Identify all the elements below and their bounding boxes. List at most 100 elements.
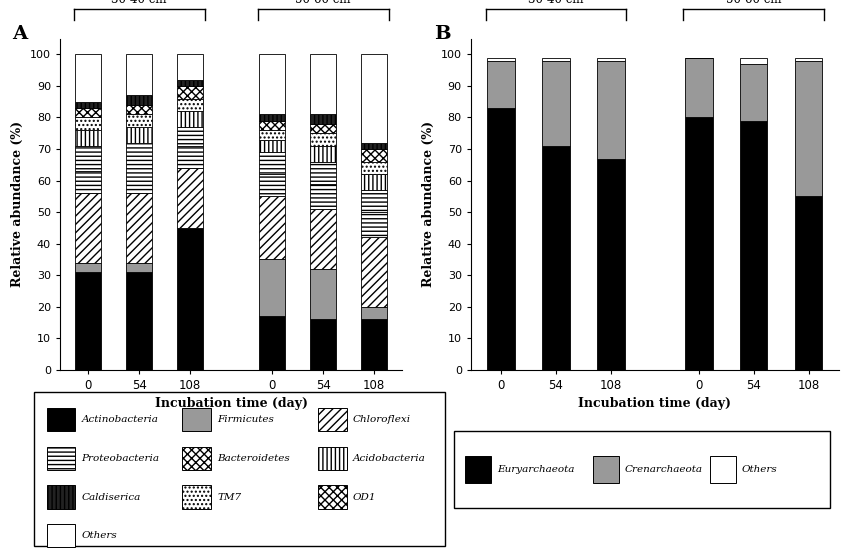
Bar: [311, 184, 336, 209]
Bar: [311, 146, 336, 162]
Text: Others: Others: [81, 531, 117, 540]
Bar: [127, 55, 152, 95]
Bar: [361, 320, 387, 370]
Text: Proteobacteria: Proteobacteria: [81, 454, 159, 463]
Bar: [311, 269, 336, 320]
Bar: [75, 193, 101, 263]
Bar: [361, 212, 387, 237]
Bar: [311, 209, 336, 269]
Bar: [75, 146, 101, 171]
Bar: [597, 158, 625, 370]
X-axis label: Incubation time (day): Incubation time (day): [579, 397, 731, 411]
Bar: [177, 127, 203, 146]
Bar: [177, 228, 203, 370]
Bar: [311, 162, 336, 184]
Bar: [127, 127, 152, 143]
Text: Euryarchaeota: Euryarchaeota: [497, 465, 574, 474]
Text: Chloroflexi: Chloroflexi: [353, 415, 411, 424]
Text: Caldiserica: Caldiserica: [81, 492, 140, 502]
Bar: [361, 190, 387, 212]
Bar: [740, 57, 768, 64]
Bar: [177, 111, 203, 127]
Bar: [177, 55, 203, 79]
Bar: [361, 237, 387, 307]
Bar: [259, 152, 285, 174]
Bar: [487, 61, 514, 108]
Bar: [182, 447, 211, 470]
Bar: [710, 456, 736, 482]
Text: Others: Others: [742, 465, 777, 474]
Bar: [593, 456, 620, 482]
Bar: [127, 272, 152, 370]
Bar: [182, 408, 211, 431]
Bar: [311, 55, 336, 114]
Bar: [75, 171, 101, 193]
Bar: [361, 149, 387, 162]
Bar: [127, 95, 152, 105]
Text: Firmicutes: Firmicutes: [217, 415, 274, 424]
Bar: [127, 193, 152, 263]
Y-axis label: Relative abundance (%): Relative abundance (%): [422, 121, 435, 287]
Bar: [311, 320, 336, 370]
Bar: [46, 524, 75, 547]
Bar: [75, 272, 101, 370]
Bar: [75, 108, 101, 118]
Bar: [75, 130, 101, 146]
Bar: [542, 61, 570, 146]
Text: Acidobacteria: Acidobacteria: [353, 454, 425, 463]
Bar: [487, 57, 514, 61]
Bar: [318, 408, 347, 431]
Bar: [127, 114, 152, 127]
Text: A: A: [12, 25, 27, 44]
Bar: [311, 124, 336, 133]
Bar: [361, 162, 387, 174]
Bar: [361, 307, 387, 320]
Bar: [361, 55, 387, 143]
Bar: [75, 118, 101, 130]
Bar: [259, 121, 285, 130]
Bar: [465, 456, 491, 482]
Bar: [597, 57, 625, 61]
Bar: [127, 168, 152, 193]
Text: 50-60 cm: 50-60 cm: [726, 0, 782, 6]
Text: TM7: TM7: [217, 492, 241, 502]
Bar: [177, 86, 203, 99]
Bar: [259, 130, 285, 140]
Bar: [177, 99, 203, 111]
Text: 30-40 cm: 30-40 cm: [528, 0, 584, 6]
X-axis label: Incubation time (day): Incubation time (day): [155, 397, 307, 411]
Bar: [259, 259, 285, 316]
Bar: [46, 408, 75, 431]
Bar: [127, 143, 152, 168]
Bar: [75, 263, 101, 272]
Bar: [259, 174, 285, 197]
Bar: [46, 447, 75, 470]
Bar: [259, 55, 285, 114]
Text: Crenarchaeota: Crenarchaeota: [625, 465, 703, 474]
Text: OD1: OD1: [353, 492, 376, 502]
Text: 30-40 cm: 30-40 cm: [111, 0, 167, 6]
Text: Actinobacteria: Actinobacteria: [81, 415, 158, 424]
Bar: [75, 102, 101, 108]
Bar: [542, 146, 570, 370]
Bar: [487, 108, 514, 370]
Bar: [177, 146, 203, 168]
Bar: [361, 143, 387, 149]
Bar: [795, 57, 823, 61]
Bar: [685, 57, 712, 118]
Bar: [318, 447, 347, 470]
Bar: [318, 485, 347, 508]
Bar: [542, 57, 570, 61]
Bar: [740, 64, 768, 121]
Bar: [361, 174, 387, 190]
Bar: [259, 140, 285, 152]
Bar: [75, 55, 101, 102]
Bar: [127, 263, 152, 272]
Bar: [685, 118, 712, 370]
Bar: [177, 79, 203, 86]
Bar: [311, 114, 336, 124]
Bar: [311, 133, 336, 146]
Bar: [795, 61, 823, 197]
Bar: [259, 197, 285, 259]
Text: B: B: [434, 25, 450, 44]
